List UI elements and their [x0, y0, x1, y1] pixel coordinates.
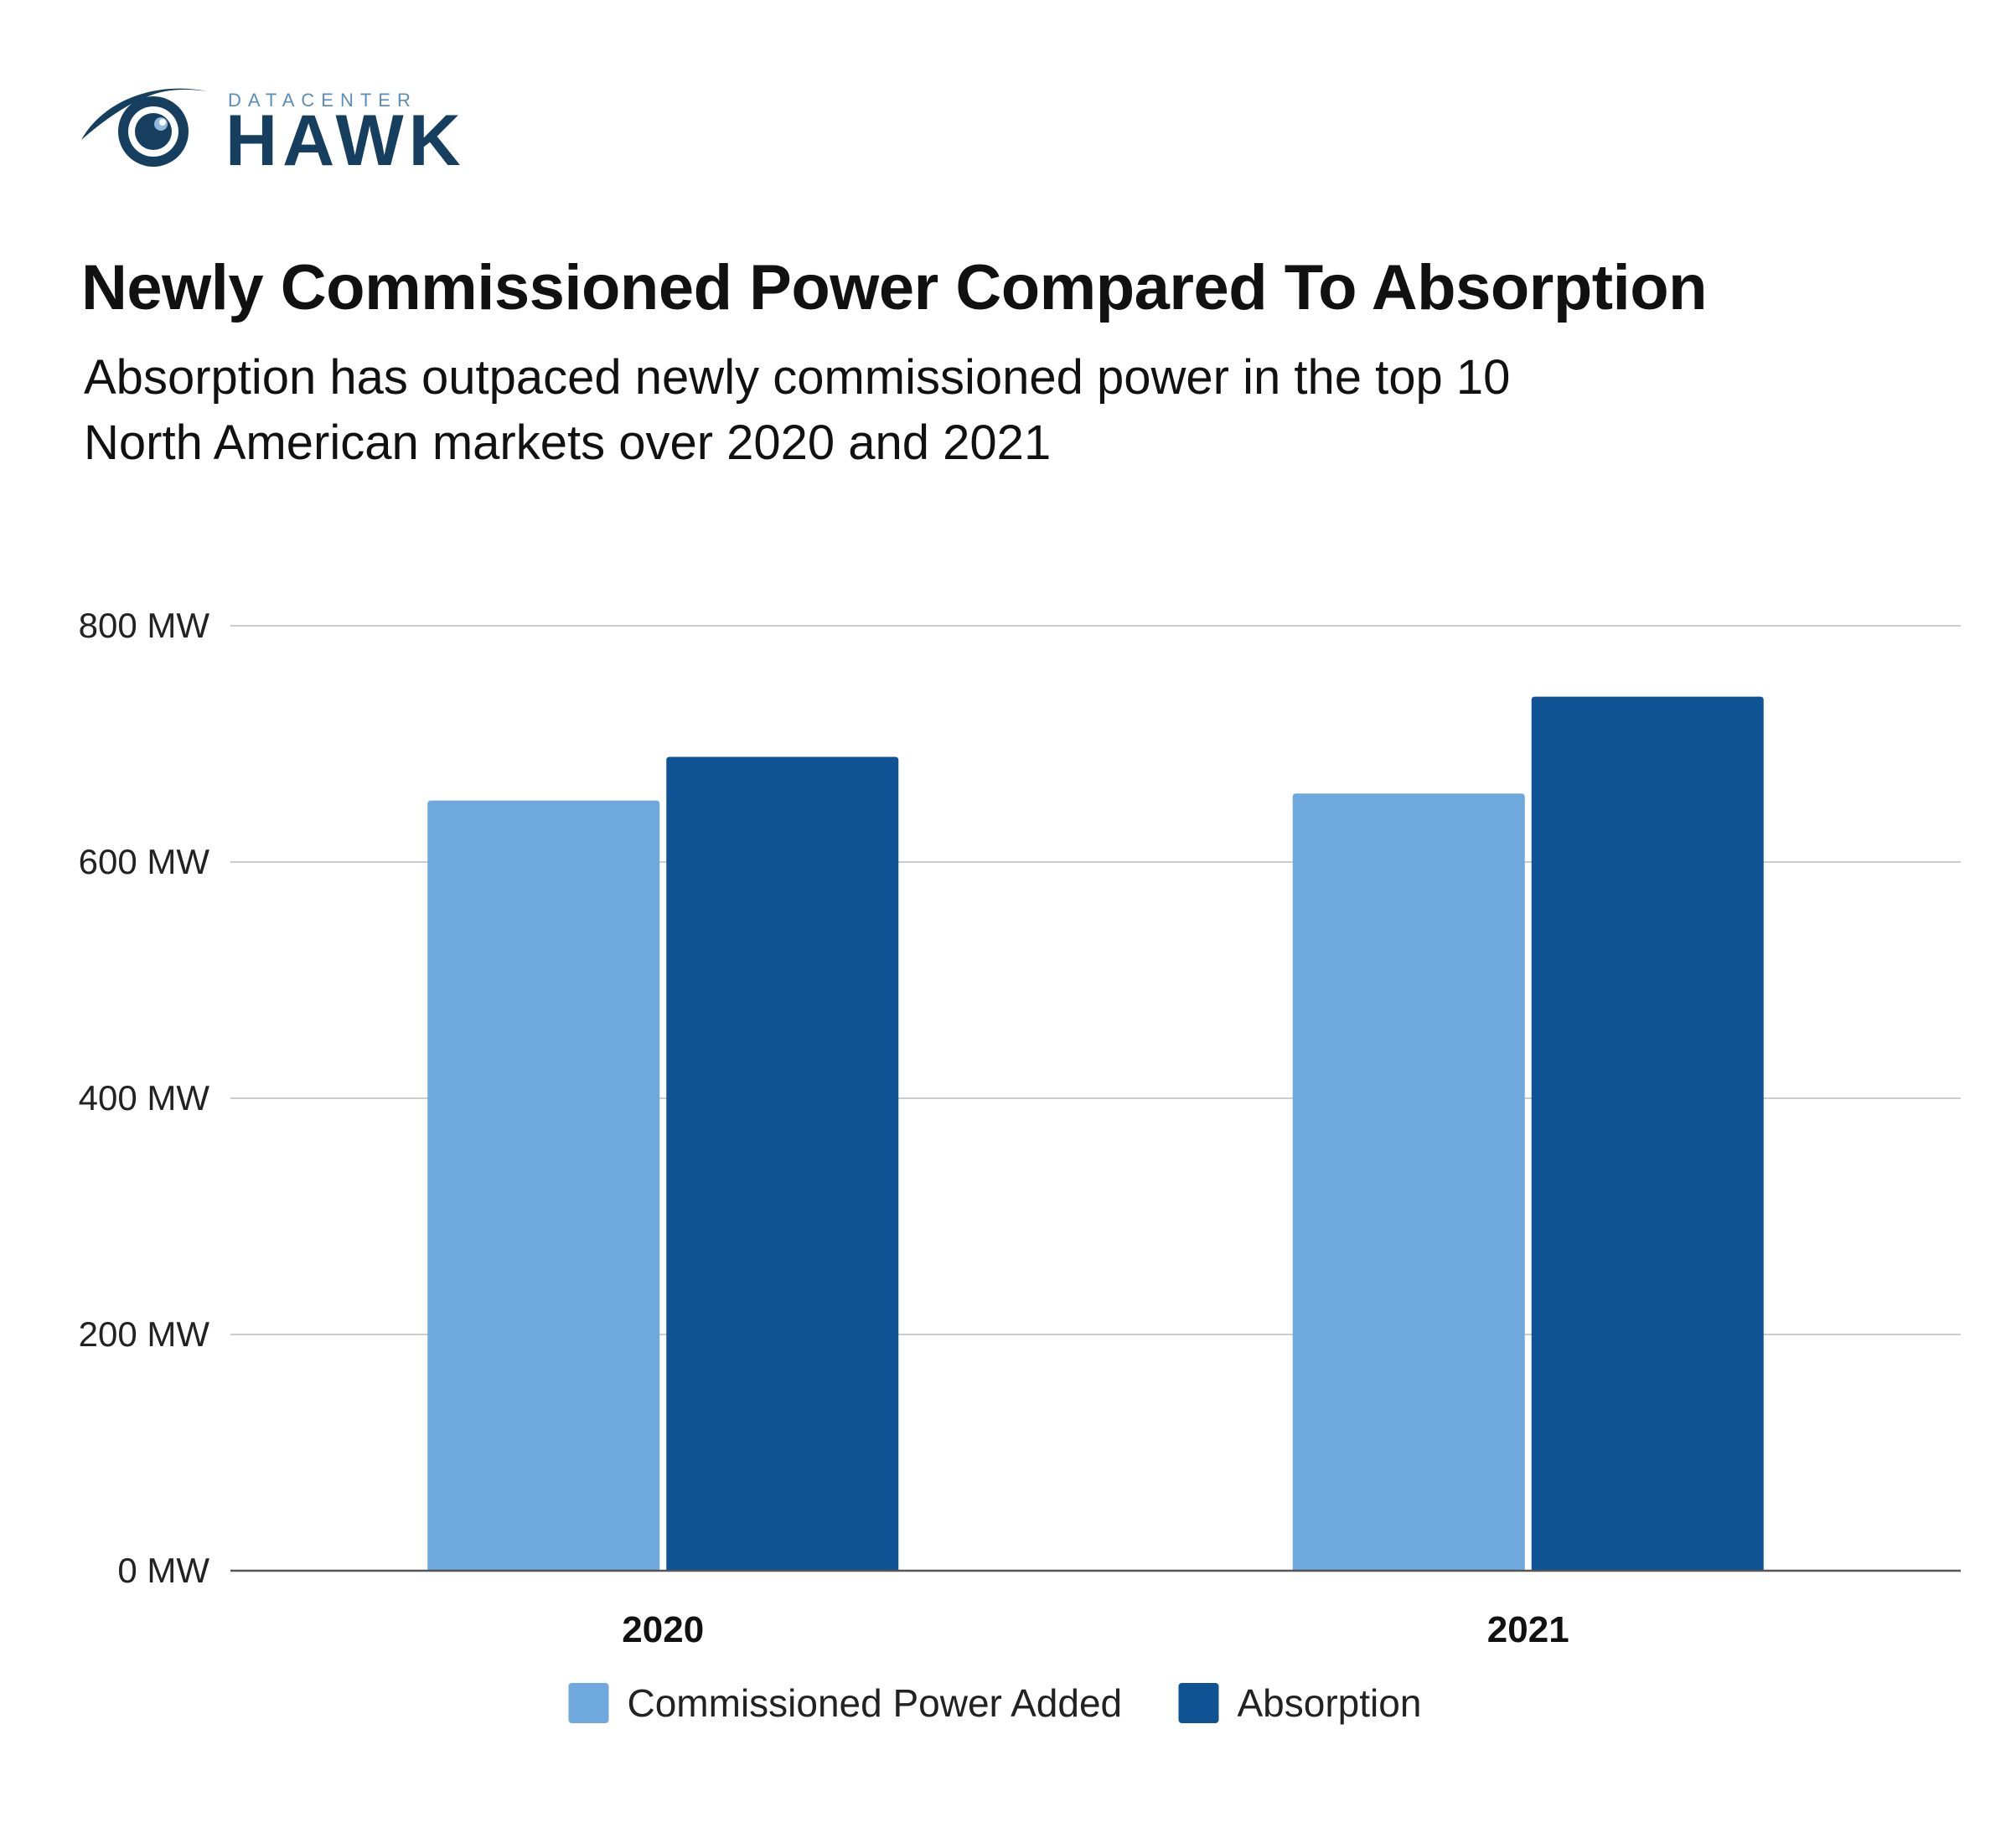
bar-absorption-2021 [1531, 696, 1764, 1571]
legend-swatch [1178, 1683, 1219, 1723]
y-tick-label: 600 MW [79, 842, 210, 881]
y-tick-label: 0 MW [117, 1551, 209, 1590]
legend-label: Commissioned Power Added [628, 1681, 1123, 1725]
x-tick-label: 2020 [622, 1609, 704, 1650]
datacenter-hawk-logo: DATACENTER HAWK [80, 80, 465, 180]
subtitle-line-2: North American markets over 2020 and 202… [84, 416, 1052, 470]
bar-chart: 0 MW 200 MW 400 MW 600 MW 800 MW 2020 2021 Com… [79, 606, 1961, 1725]
x-tick-label: 2021 [1487, 1609, 1569, 1650]
chart-subtitle: Absorption has outpaced newly commission… [84, 345, 1843, 476]
bar-commissioned-power-added-2020 [427, 800, 660, 1571]
y-tick-label: 800 MW [79, 606, 210, 645]
legend-label: Absorption [1238, 1681, 1422, 1725]
logo-wordmark: HAWK [225, 101, 466, 181]
hawk-eye-icon [81, 88, 207, 167]
bar-absorption-2020 [666, 756, 899, 1571]
legend-swatch [568, 1683, 609, 1723]
subtitle-line-1: Absorption has outpaced newly commission… [84, 350, 1511, 405]
chart-title: Newly Commissioned Power Compared To Abs… [81, 252, 1708, 323]
bar-commissioned-power-added-2021 [1292, 793, 1525, 1571]
y-tick-label: 200 MW [79, 1314, 210, 1354]
y-tick-label: 400 MW [79, 1078, 210, 1118]
logo-subtext: DATACENTER [228, 90, 417, 111]
